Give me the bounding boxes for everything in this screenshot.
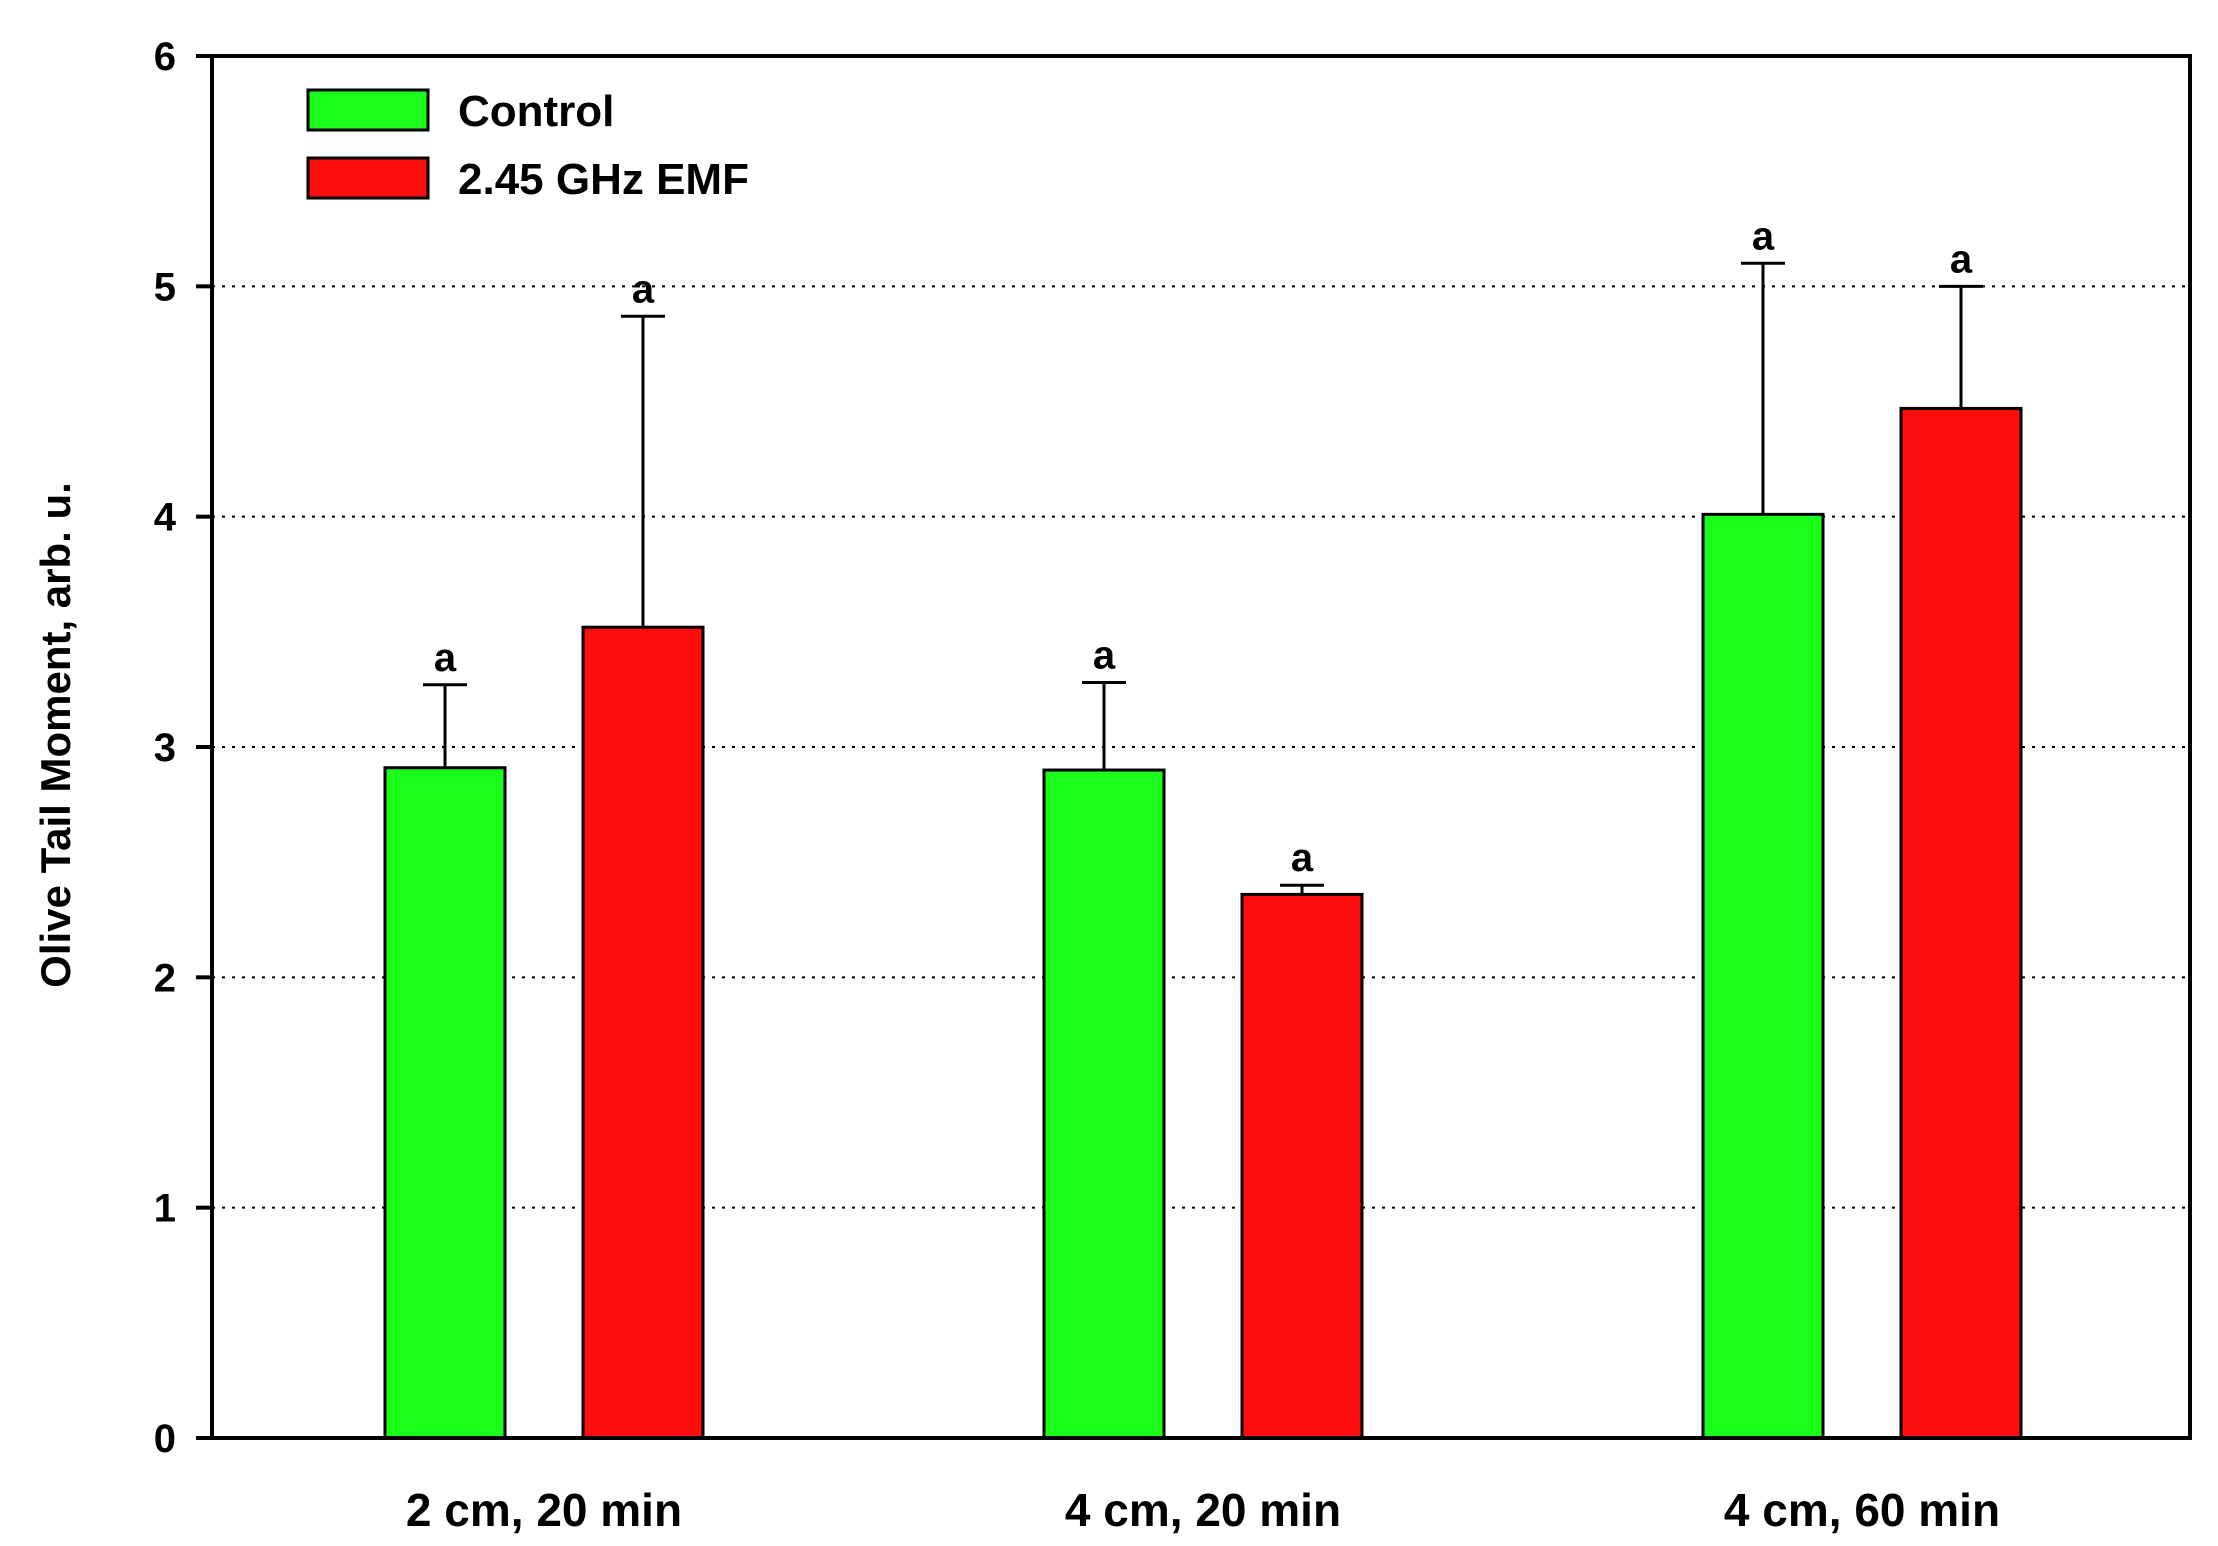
significance-labels: a a a a a a: [434, 214, 1973, 880]
y-tick-label: 3: [154, 726, 176, 770]
y-tick-label: 2: [154, 956, 176, 1000]
x-axis-labels: 2 cm, 20 min 4 cm, 20 min 4 cm, 60 min: [406, 1484, 2000, 1536]
legend-label-control: Control: [458, 87, 614, 136]
y-tick-label: 0: [154, 1417, 176, 1461]
y-tick-label: 4: [154, 496, 177, 540]
significance-label: a: [1752, 214, 1775, 258]
bar-control-1: [383, 766, 507, 1440]
bars: [383, 406, 2023, 1440]
y-tick-label: 1: [154, 1187, 176, 1231]
legend-swatch-control: [306, 88, 430, 132]
significance-label: a: [1950, 237, 1973, 281]
significance-label: a: [632, 267, 655, 311]
x-category-label: 4 cm, 60 min: [1724, 1484, 2000, 1536]
error-bars: [423, 261, 1983, 895]
bar-emf-2: [1240, 892, 1364, 1440]
legend-swatch-emf: [306, 156, 430, 200]
significance-label: a: [434, 636, 457, 680]
y-axis-label: Olive Tail Moment, arb. u.: [32, 482, 79, 988]
legend: Control 2.45 GHz EMF: [306, 87, 749, 204]
significance-label: a: [1093, 634, 1116, 678]
x-category-label: 2 cm, 20 min: [406, 1484, 682, 1536]
y-axis-ticks: 0 1 2 3 4 5 6: [154, 35, 212, 1461]
y-tick-label: 5: [154, 265, 176, 309]
significance-label: a: [1291, 836, 1314, 880]
y-tick-label: 6: [154, 35, 176, 79]
bar-emf-3: [1899, 406, 2023, 1440]
grid-lines: [212, 285, 2190, 1209]
bar-emf-1: [581, 625, 705, 1440]
bar-control-3: [1701, 512, 1825, 1440]
legend-label-emf: 2.45 GHz EMF: [458, 155, 749, 204]
x-category-label: 4 cm, 20 min: [1065, 1484, 1341, 1536]
bar-control-2: [1042, 768, 1166, 1440]
